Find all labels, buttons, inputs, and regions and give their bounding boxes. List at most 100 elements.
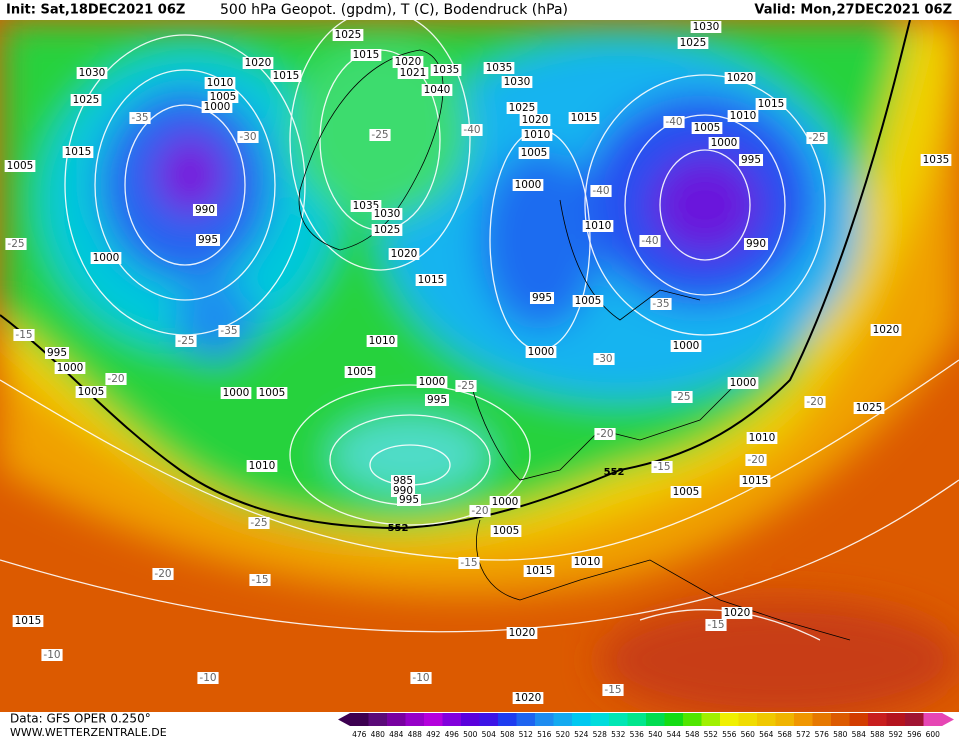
pressure-label: 1015 bbox=[273, 70, 300, 82]
pressure-label-box bbox=[525, 346, 557, 358]
pressure-label-box bbox=[489, 496, 521, 508]
colorbar-label: 584 bbox=[852, 730, 867, 739]
temperature-label: -20 bbox=[747, 454, 764, 466]
colorbar-swatch bbox=[720, 713, 739, 726]
pressure-label-box bbox=[870, 324, 902, 336]
colorbar-label: 512 bbox=[519, 730, 534, 739]
temperature-label: -40 bbox=[463, 124, 480, 136]
map-title: 500 hPa Geopot. (gpdm), T (C), Bodendruc… bbox=[220, 2, 568, 18]
pressure-label-group: 1025 bbox=[70, 94, 102, 106]
colorbar-swatch bbox=[683, 713, 702, 726]
pressure-label: 995 bbox=[741, 154, 761, 166]
colorbar-swatch bbox=[757, 713, 776, 726]
colorbar-label: 560 bbox=[741, 730, 756, 739]
pressure-label-group: 1020 bbox=[721, 607, 753, 619]
colorbar-label: 476 bbox=[352, 730, 367, 739]
pressure-label-group: 1015 bbox=[755, 98, 787, 110]
colorbar-swatch bbox=[775, 713, 795, 726]
temperature-label-group: -40 bbox=[639, 235, 661, 247]
pressure-label-box bbox=[483, 62, 515, 74]
pressure-label-group: 1040 bbox=[421, 84, 453, 96]
pressure-label-box bbox=[739, 475, 771, 487]
colorbar-swatch bbox=[905, 713, 924, 726]
pressure-label-group: 1005 bbox=[4, 160, 36, 172]
temperature-label-group: -25 bbox=[248, 517, 270, 529]
pressure-label: 1000 bbox=[204, 101, 231, 113]
pressure-label: 990 bbox=[195, 204, 215, 216]
colorbar-label: 496 bbox=[445, 730, 460, 739]
pressure-label-group: 1030 bbox=[371, 208, 403, 220]
colorbar-swatch bbox=[350, 713, 369, 726]
pressure-label-box bbox=[727, 377, 759, 389]
colorbar-swatch bbox=[812, 713, 832, 726]
pressure-label: 1035 bbox=[433, 64, 460, 76]
temperature-label-group: -20 bbox=[152, 568, 174, 580]
colorbar-swatch bbox=[442, 713, 462, 726]
pressure-label-box bbox=[501, 76, 533, 88]
pressure-label-box bbox=[388, 248, 420, 260]
pressure-label-box bbox=[390, 475, 416, 487]
pressure-label-group: 1015 bbox=[739, 475, 771, 487]
pressure-label-box bbox=[392, 56, 424, 68]
colorbar-swatch bbox=[794, 713, 813, 726]
pressure-label-box bbox=[204, 77, 236, 89]
colorbar-arrow-left bbox=[338, 713, 350, 726]
temperature-label-group: -15 bbox=[705, 619, 727, 631]
pressure-label-box bbox=[568, 112, 600, 124]
pressure-label-group: 1005 bbox=[572, 295, 604, 307]
temperature-label: -15 bbox=[653, 461, 670, 473]
pressure-label: 1030 bbox=[374, 208, 401, 220]
pressure-label-group: 1010 bbox=[204, 77, 236, 89]
pressure-label: 1005 bbox=[347, 366, 374, 378]
colorbar-swatch bbox=[849, 713, 869, 726]
temperature-label-group: -25 bbox=[455, 380, 477, 392]
pressure-label: 1020 bbox=[245, 57, 272, 69]
temperature-label-box bbox=[175, 335, 197, 347]
pressure-label-box bbox=[529, 292, 555, 304]
colorbar-swatch bbox=[590, 713, 610, 726]
temperature-label-box bbox=[249, 574, 271, 586]
pressure-label-box bbox=[572, 295, 604, 307]
colorbar-label: 592 bbox=[889, 730, 904, 739]
temperature-label-group: -35 bbox=[129, 112, 151, 124]
temperature-label-box bbox=[461, 124, 483, 136]
temperature-label-group: -25 bbox=[175, 335, 197, 347]
pressure-label-group: 1000 bbox=[512, 179, 544, 191]
temperature-label-box bbox=[804, 396, 826, 408]
pressure-label-group: 1020 bbox=[392, 56, 424, 68]
pressure-label-group: 1000 bbox=[90, 252, 122, 264]
temperature-label-box bbox=[593, 353, 615, 365]
temperature-label-box bbox=[197, 672, 219, 684]
pressure-label-box bbox=[195, 234, 221, 246]
colorbar-swatch bbox=[516, 713, 536, 726]
pressure-label: 1000 bbox=[419, 376, 446, 388]
temperature-label: -30 bbox=[239, 131, 256, 143]
pressure-label-box bbox=[506, 627, 538, 639]
pressure-label: 1005 bbox=[694, 122, 721, 134]
colorbar-label: 540 bbox=[648, 730, 663, 739]
valid-time: Valid: Mon,27DEC2021 06Z bbox=[754, 3, 952, 18]
pressure-label-box bbox=[727, 110, 759, 122]
temperature-label-box bbox=[105, 373, 127, 385]
pressure-label-group: 1010 bbox=[571, 556, 603, 568]
pressure-label-box bbox=[62, 146, 94, 158]
pressure-label-group: 1020 bbox=[388, 248, 420, 260]
pressure-label-box bbox=[4, 160, 36, 172]
pressure-label: 1010 bbox=[369, 335, 396, 347]
pressure-label-group: 1010 bbox=[521, 129, 553, 141]
pressure-label: 1025 bbox=[856, 402, 883, 414]
pressure-label: 995 bbox=[427, 394, 447, 406]
pressure-label: 1020 bbox=[724, 607, 751, 619]
pressure-label: 1020 bbox=[509, 627, 536, 639]
colorbar-swatch bbox=[868, 713, 887, 726]
pressure-label-group: 1020 bbox=[519, 114, 551, 126]
pressure-label-box bbox=[207, 91, 239, 103]
pressure-label-box bbox=[677, 37, 709, 49]
colorbar-swatch bbox=[701, 713, 721, 726]
temperature-label-group: -20 bbox=[745, 454, 767, 466]
pressure-label-box bbox=[430, 64, 462, 76]
pressure-label-box bbox=[755, 98, 787, 110]
colorbar-swatch bbox=[368, 713, 388, 726]
pressure-label: 1015 bbox=[65, 146, 92, 158]
pressure-label-group: 1000 bbox=[670, 340, 702, 352]
